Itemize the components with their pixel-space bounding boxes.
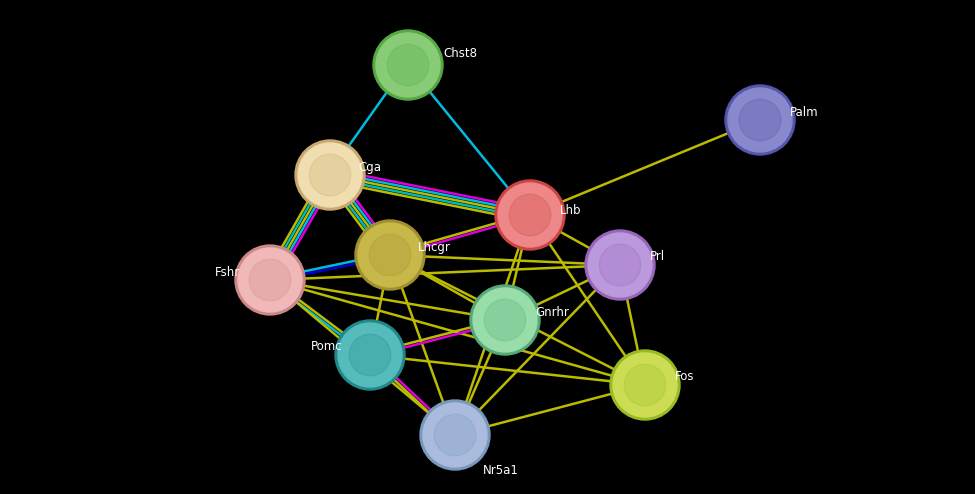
Circle shape <box>238 248 302 312</box>
Circle shape <box>423 403 487 467</box>
Circle shape <box>495 180 565 250</box>
Circle shape <box>338 323 402 387</box>
Circle shape <box>335 320 405 390</box>
Circle shape <box>298 143 362 207</box>
Circle shape <box>420 400 490 470</box>
Circle shape <box>485 299 526 341</box>
Circle shape <box>358 223 422 287</box>
Text: Lhcgr: Lhcgr <box>418 241 450 253</box>
Text: Cga: Cga <box>358 161 381 173</box>
Text: Pomc: Pomc <box>310 340 342 354</box>
Circle shape <box>610 350 680 420</box>
Circle shape <box>309 154 351 196</box>
Circle shape <box>739 99 781 141</box>
Text: Lhb: Lhb <box>560 204 581 216</box>
Text: Nr5a1: Nr5a1 <box>483 463 519 477</box>
Circle shape <box>250 259 291 301</box>
Circle shape <box>585 230 655 300</box>
Circle shape <box>509 194 551 236</box>
Circle shape <box>349 334 391 376</box>
Circle shape <box>613 353 677 417</box>
Circle shape <box>376 33 440 97</box>
Circle shape <box>624 364 666 406</box>
Circle shape <box>370 234 410 276</box>
Text: Fos: Fos <box>675 370 694 383</box>
Circle shape <box>470 285 540 355</box>
Circle shape <box>295 140 365 210</box>
Circle shape <box>373 30 443 100</box>
Circle shape <box>728 88 792 152</box>
Text: Gnrhr: Gnrhr <box>535 305 568 319</box>
Text: Chst8: Chst8 <box>443 46 477 59</box>
Circle shape <box>725 85 795 155</box>
Circle shape <box>235 245 305 315</box>
Circle shape <box>588 233 652 297</box>
Circle shape <box>355 220 425 290</box>
Text: Palm: Palm <box>790 106 819 119</box>
Circle shape <box>600 244 641 286</box>
Circle shape <box>498 183 562 247</box>
Text: Fshr: Fshr <box>214 265 240 279</box>
Text: Prl: Prl <box>650 250 665 263</box>
Circle shape <box>434 414 476 456</box>
Circle shape <box>387 44 429 86</box>
Circle shape <box>473 288 537 352</box>
